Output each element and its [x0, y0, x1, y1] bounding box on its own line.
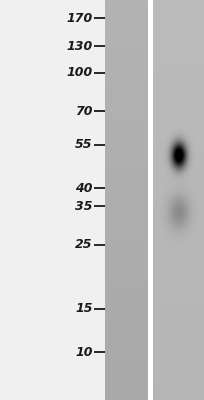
Bar — [105, 0, 148, 400]
Text: 40: 40 — [75, 182, 93, 194]
Text: 70: 70 — [75, 105, 93, 118]
Bar — [148, 0, 153, 400]
Text: 170: 170 — [67, 12, 93, 24]
Text: 100: 100 — [67, 66, 93, 79]
Text: 35: 35 — [75, 200, 93, 213]
Text: 130: 130 — [67, 40, 93, 52]
Text: 10: 10 — [75, 346, 93, 358]
Text: 55: 55 — [75, 138, 93, 151]
Text: 25: 25 — [75, 238, 93, 251]
Text: 15: 15 — [75, 302, 93, 315]
